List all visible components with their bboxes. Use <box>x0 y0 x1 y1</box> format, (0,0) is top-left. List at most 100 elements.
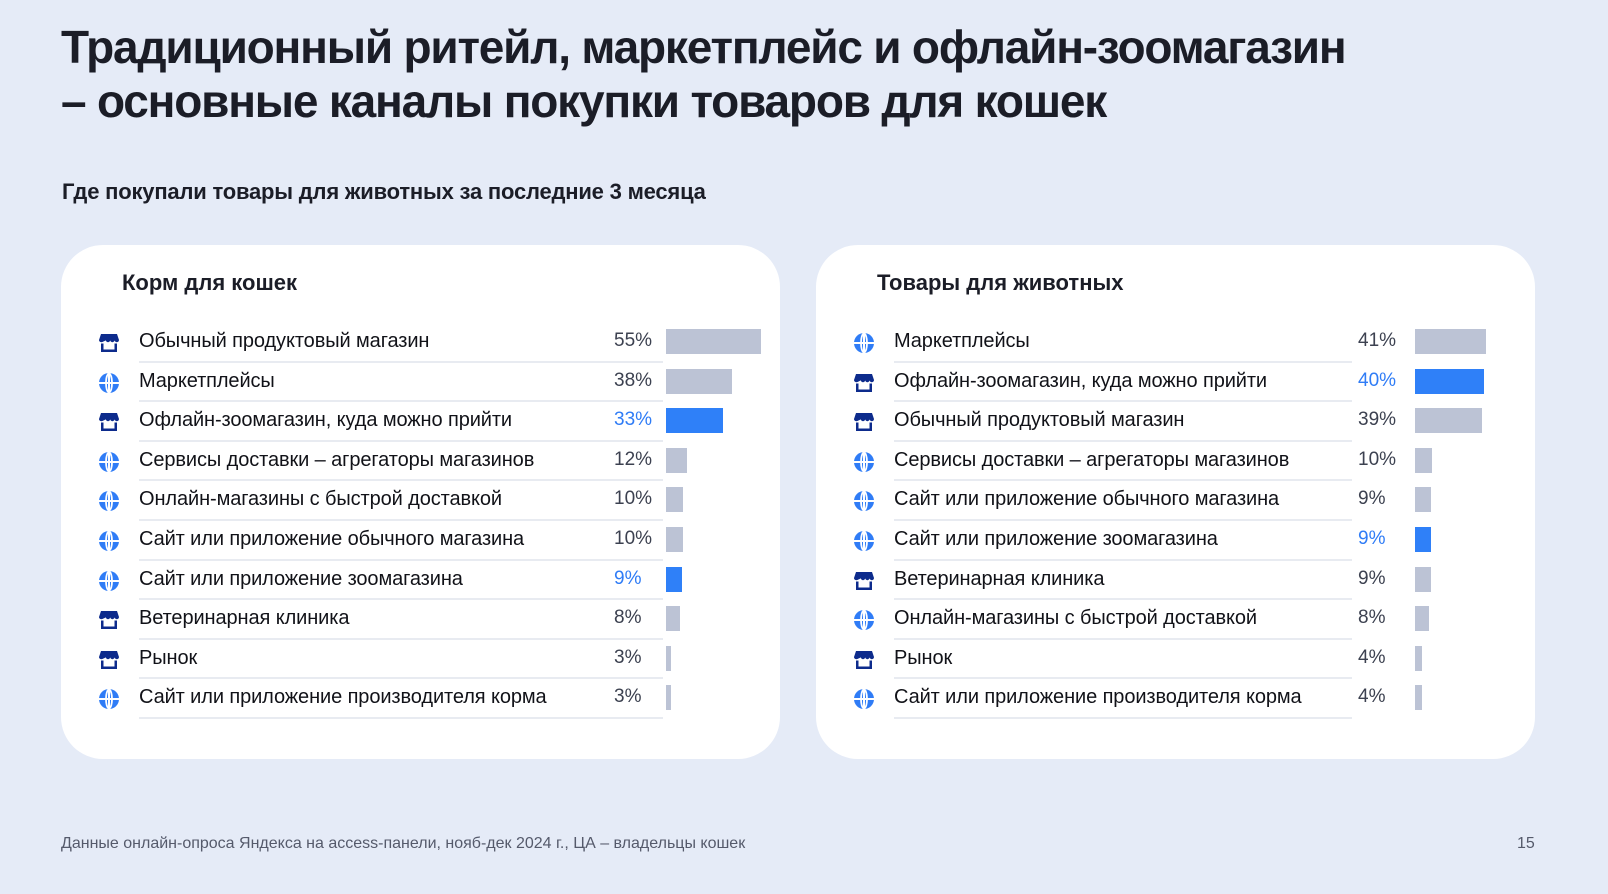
row-percent: 12% <box>614 448 653 470</box>
row-divider <box>894 518 1352 521</box>
globe-icon <box>853 451 875 473</box>
row-percent: 9% <box>1358 567 1386 589</box>
globe-icon <box>98 371 120 394</box>
row-bar <box>666 566 682 592</box>
row-label: Ветеринарная клиника <box>139 607 350 630</box>
row-divider <box>894 598 1352 601</box>
list-item: Офлайн-зоомагазин, куда можно прийти 40% <box>816 363 1535 403</box>
row-percent: 38% <box>614 369 653 391</box>
row-percent: 4% <box>1358 646 1386 668</box>
list-item: Обычный продуктовый магазин 39% <box>816 402 1535 442</box>
globe-icon <box>853 530 875 552</box>
row-percent: 10% <box>1358 448 1397 470</box>
source-note: Данные онлайн-опроса Яндекса на access-п… <box>61 835 746 852</box>
row-percent: 9% <box>1358 527 1386 549</box>
row-label: Сайт или приложение обычного магазина <box>894 488 1280 511</box>
row-bar <box>1415 447 1433 473</box>
row-divider <box>894 716 1352 719</box>
globe-icon <box>853 332 875 354</box>
bar-list: Маркетплейсы 41% Офлайн-зоомагазин, куда… <box>816 323 1535 719</box>
row-bar <box>666 606 680 632</box>
row-divider <box>139 479 663 482</box>
row-label: Онлайн-магазины с быстрой доставкой <box>139 488 502 511</box>
row-bar <box>1415 329 1486 354</box>
row-bar <box>1415 645 1422 671</box>
row-label: Сайт или приложение производителя корма <box>894 686 1302 709</box>
row-bar <box>666 368 732 394</box>
row-label: Сервисы доставки – агрегаторы магазинов <box>139 448 535 471</box>
page-number: 15 <box>1517 835 1535 852</box>
row-bar <box>1415 526 1431 552</box>
row-label: Рынок <box>139 646 198 669</box>
row-divider <box>894 439 1352 442</box>
store-icon <box>853 411 875 433</box>
card-pet-goods: Товары для животных Маркетплейсы 41% Офл… <box>816 245 1535 759</box>
list-item: Сайт или приложение зоомагазина 9% <box>61 561 780 601</box>
row-percent: 8% <box>1358 607 1386 629</box>
store-icon <box>853 570 875 592</box>
row-label: Офлайн-зоомагазин, куда можно прийти <box>894 369 1268 392</box>
globe-icon <box>853 490 875 513</box>
row-bar <box>1415 606 1429 632</box>
row-percent: 39% <box>1358 409 1397 431</box>
list-item: Сайт или приложение обычного магазина 10… <box>61 521 780 561</box>
row-percent: 40% <box>1358 369 1397 391</box>
list-item: Маркетплейсы 41% <box>816 323 1535 363</box>
row-label: Сайт или приложение производителя корма <box>139 686 547 709</box>
row-divider <box>139 360 663 363</box>
row-label: Ветеринарная клиника <box>894 567 1105 590</box>
chart-subtitle: Где покупали товары для животных за посл… <box>62 179 706 204</box>
store-icon <box>853 372 875 394</box>
row-bar <box>666 329 762 354</box>
row-percent: 4% <box>1358 686 1386 708</box>
row-percent: 33% <box>614 409 653 431</box>
row-divider <box>139 439 663 442</box>
row-percent: 3% <box>614 686 642 708</box>
row-label: Сервисы доставки – агрегаторы магазинов <box>894 448 1290 471</box>
row-percent: 10% <box>614 488 653 510</box>
row-bar <box>666 685 672 711</box>
row-label: Сайт или приложение обычного магазина <box>139 527 525 550</box>
row-label: Сайт или приложение зоомагазина <box>894 527 1218 550</box>
row-label: Офлайн-зоомагазин, куда можно прийти <box>139 409 513 432</box>
card-title: Корм для кошек <box>122 270 298 295</box>
card-cat-food: Корм для кошек Обычный продуктовый магаз… <box>61 245 780 759</box>
row-divider <box>139 677 663 680</box>
row-divider <box>139 598 663 601</box>
row-label: Маркетплейсы <box>139 369 275 392</box>
row-bar <box>666 526 684 552</box>
row-divider <box>894 558 1352 561</box>
list-item: Офлайн-зоомагазин, куда можно прийти 33% <box>61 402 780 442</box>
row-divider <box>139 518 663 521</box>
row-divider <box>139 558 663 561</box>
row-divider <box>894 677 1352 680</box>
row-label: Рынок <box>894 646 953 669</box>
globe-icon <box>98 451 120 473</box>
row-percent: 9% <box>614 567 642 589</box>
row-divider <box>139 637 663 640</box>
row-label: Обычный продуктовый магазин <box>894 409 1185 432</box>
row-label: Маркетплейсы <box>894 330 1030 352</box>
list-item: Онлайн-магазины с быстрой доставкой 10% <box>61 481 780 521</box>
globe-icon <box>853 688 875 711</box>
row-divider <box>139 716 663 719</box>
page-title-line-2: – основные каналы покупки товаров для ко… <box>61 75 1107 127</box>
row-divider <box>894 400 1352 403</box>
store-icon <box>98 332 120 354</box>
row-divider <box>894 479 1352 482</box>
page-title: Традиционный ритейл, маркетплейс и офлай… <box>61 20 1581 128</box>
row-bar <box>666 408 724 434</box>
globe-icon <box>98 530 120 552</box>
row-percent: 10% <box>614 527 653 549</box>
row-percent: 9% <box>1358 488 1386 510</box>
bar-list: Обычный продуктовый магазин 55% Маркетпл… <box>61 323 780 719</box>
globe-icon <box>853 609 875 631</box>
globe-icon <box>98 688 120 711</box>
row-bar <box>1415 566 1431 592</box>
row-bar <box>1415 368 1485 394</box>
list-item: Сайт или приложение производителя корма … <box>816 679 1535 719</box>
row-divider <box>894 360 1352 363</box>
row-percent: 55% <box>614 330 653 351</box>
row-bar <box>666 487 684 513</box>
